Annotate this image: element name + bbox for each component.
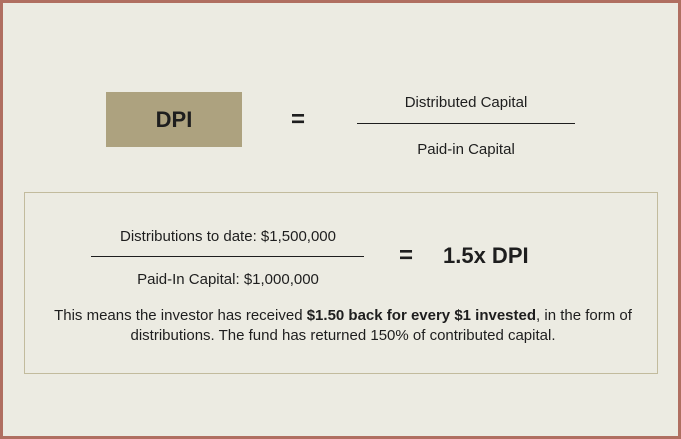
example-numerator: Distributions to date: $1,500,000 (120, 228, 336, 245)
dpi-label: DPI (106, 92, 242, 147)
explanation-text: , in the form of distributions. The fund… (130, 307, 632, 344)
fraction-line (357, 123, 575, 124)
explanation: This means the investor has received $1.… (53, 306, 633, 346)
explanation-text: This means the investor has received (54, 307, 307, 324)
example-denominator: Paid-In Capital: $1,000,000 (137, 271, 319, 288)
explanation-bold: $1.50 back for every $1 invested (306, 307, 537, 324)
formula-denominator: Paid-in Capital (417, 141, 515, 158)
equals-sign: = (291, 106, 306, 133)
fraction-line (91, 256, 364, 257)
equals-sign: = (399, 242, 414, 269)
example-box (24, 192, 658, 374)
formula-numerator: Distributed Capital (404, 94, 528, 111)
result: 1.5x DPI (443, 243, 529, 268)
